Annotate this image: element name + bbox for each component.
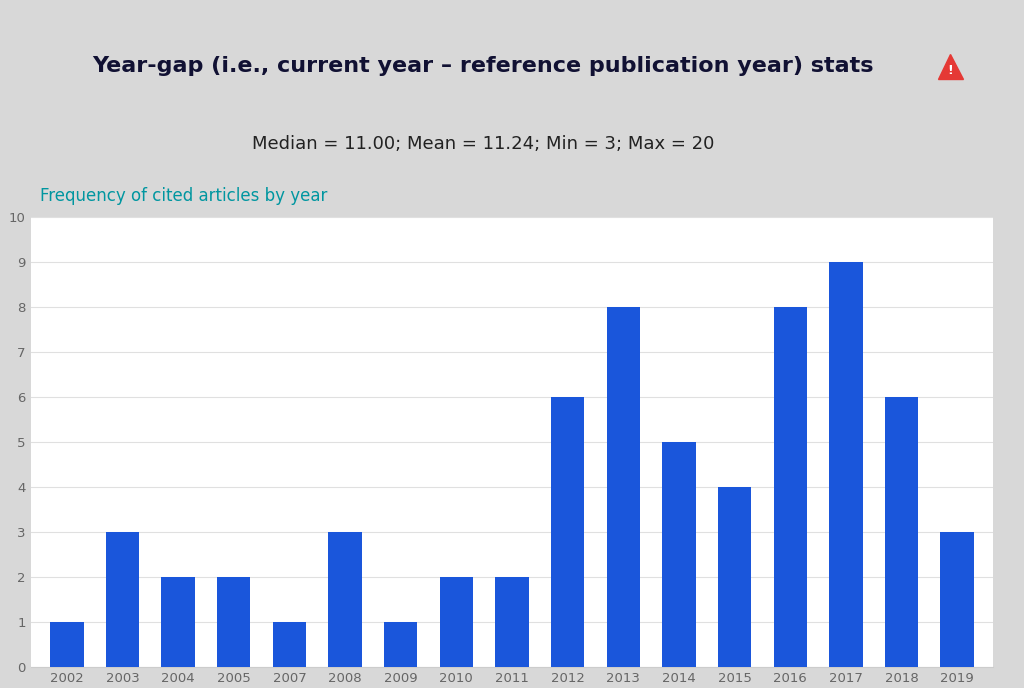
Bar [663, 442, 695, 667]
Text: Frequency of cited articles by year: Frequency of cited articles by year [40, 187, 328, 206]
Bar [384, 622, 418, 667]
Bar [272, 622, 306, 667]
Bar [940, 533, 974, 667]
Bar [50, 622, 84, 667]
Text: Median = 11.00; Mean = 11.24; Min = 3; Max = 20: Median = 11.00; Mean = 11.24; Min = 3; M… [252, 135, 715, 153]
Bar [105, 533, 139, 667]
Bar [551, 397, 585, 667]
Bar [162, 577, 195, 667]
Text: Year-gap (i.e., current year – reference publication year) stats: Year-gap (i.e., current year – reference… [92, 56, 873, 76]
Text: !: ! [947, 64, 953, 77]
Bar [773, 307, 807, 667]
Bar [329, 533, 361, 667]
Bar [606, 307, 640, 667]
Bar [718, 487, 752, 667]
Bar [439, 577, 473, 667]
Bar [829, 261, 862, 667]
Bar [496, 577, 528, 667]
Y-axis label: Number of articles: Number of articles [0, 380, 2, 504]
Bar [217, 577, 251, 667]
Bar [885, 397, 919, 667]
